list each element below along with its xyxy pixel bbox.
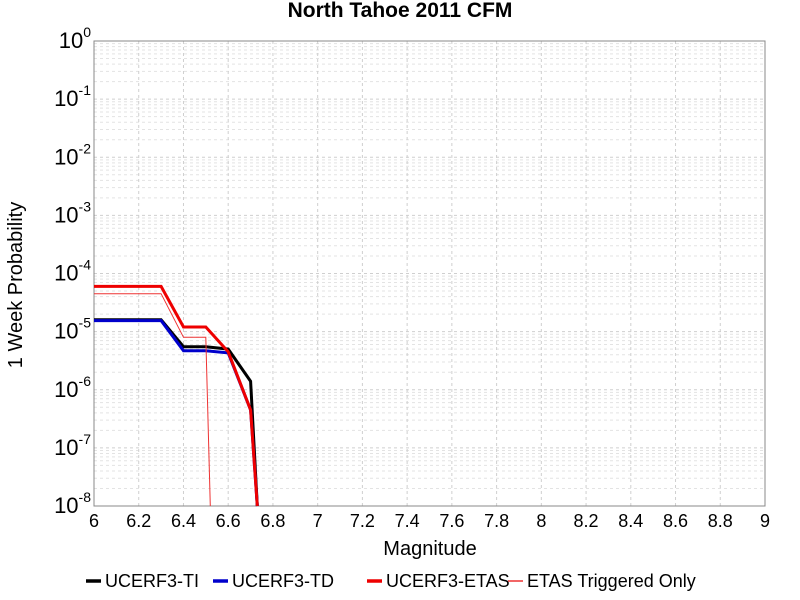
y-axis-label: 1 Week Probability [5,202,27,368]
y-tick-base: 10 [54,493,78,518]
x-tick-label: 7 [313,511,323,531]
y-tick-label: 10-5 [54,315,91,344]
x-tick-label: 7.8 [484,511,509,531]
y-tick-exponent: -5 [79,315,92,331]
x-tick-label: 8.6 [663,511,688,531]
grid [93,40,766,507]
y-tick-exponent: -8 [79,489,92,505]
y-tick-label: 10-6 [54,373,91,402]
y-tick-exponent: -4 [79,257,92,273]
y-tick-base: 10 [54,435,78,460]
y-tick-base: 10 [59,28,83,53]
x-tick-label: 9 [760,511,770,531]
plot-frame [93,40,766,507]
y-tick-base: 10 [54,319,78,344]
legend-entry: UCERF3-TI [105,571,199,591]
y-tick-exponent: -2 [79,140,92,156]
x-tick-label: 6.8 [260,511,285,531]
legend-entry: UCERF3-TD [232,571,334,591]
y-tick-exponent: -7 [79,431,92,447]
y-tick-base: 10 [54,86,78,111]
y-tick-base: 10 [54,261,78,286]
y-tick-label: 100 [59,24,91,53]
y-tick-exponent: -3 [79,198,92,214]
y-tick-exponent: -6 [79,373,92,389]
y-tick-base: 10 [54,202,78,227]
y-tick-base: 10 [54,144,78,169]
x-tick-label: 6 [89,511,99,531]
x-tick-label: 7.6 [439,511,464,531]
x-tick-label: 8.2 [574,511,599,531]
x-tick-label: 6.6 [216,511,241,531]
legend-entry: ETAS Triggered Only [527,571,696,591]
y-tick-label: 10-7 [54,431,91,460]
x-tick-label: 6.2 [126,511,151,531]
y-tick-base: 10 [54,377,78,402]
y-tick-label: 10-4 [54,257,91,286]
x-tick-label: 7.2 [350,511,375,531]
series-lines [94,284,259,507]
y-tick-exponent: 0 [83,24,91,40]
y-tick-label: 10-8 [54,489,91,518]
y-tick-label: 10-2 [54,140,91,169]
y-tick-label: 10-1 [54,82,91,111]
x-tick-label: 8.4 [618,511,643,531]
legend-entry: UCERF3-ETAS [386,571,510,591]
y-tick-exponent: -1 [79,82,92,98]
series-line-ucerf3-etas [94,284,259,507]
chart-title: North Tahoe 2011 CFM [288,0,513,22]
x-tick-label: 8.8 [708,511,733,531]
legend: UCERF3-TI UCERF3-TD UCERF3-ETAS ETAS Trigge… [86,571,696,591]
x-tick-labels: 6 6.2 6.4 6.6 6.8 7 7.2 7.4 7.6 7.8 8 8.2 8.4 8.6 8.8 9 [89,511,770,531]
y-tick-label: 10-3 [54,198,91,227]
x-tick-label: 8 [536,511,546,531]
x-tick-label: 7.4 [395,511,420,531]
x-tick-label: 6.4 [171,511,196,531]
x-axis-label: Magnitude [383,538,476,560]
series-line-etas-triggered-only [94,293,211,507]
